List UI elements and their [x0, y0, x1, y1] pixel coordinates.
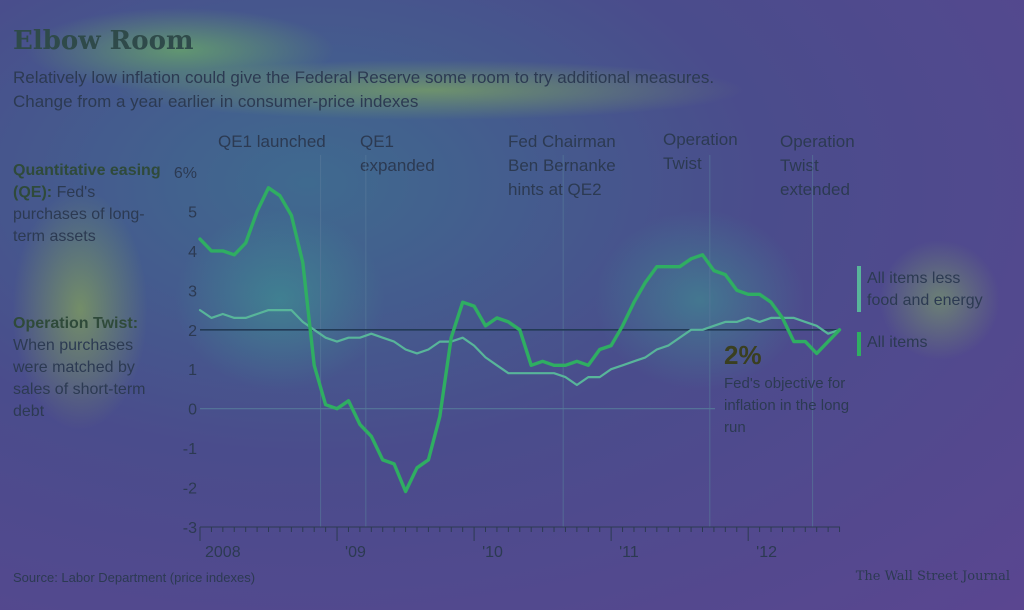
- y-tick-label: -1: [183, 441, 197, 458]
- event-label-bernanke-qe2: Fed Chairman Ben Bernanke hints at QE2: [508, 130, 616, 202]
- x-tick-label: '11: [619, 544, 639, 561]
- y-tick-label: -2: [183, 481, 197, 498]
- x-tick-label: '10: [482, 544, 503, 561]
- event-label-twist-extended: Operation Twist extended: [780, 130, 855, 202]
- chart-subtitle: Relatively low inflation could give the …: [13, 68, 715, 87]
- event-label-line: Operation: [780, 132, 855, 151]
- event-label-qe1-expanded: QE1 expanded: [360, 130, 435, 178]
- qe-term: Quantitative easing (QE):: [13, 162, 161, 201]
- legend-core-label: All items less food and energy: [867, 270, 983, 309]
- y-tick-label: -3: [183, 520, 197, 537]
- legend-all-items: All items: [867, 332, 927, 354]
- qe-definition-block: Quantitative easing (QE): Fed's purchase…: [13, 160, 163, 248]
- event-label-qe1-launched: QE1 launched: [218, 130, 326, 154]
- event-label-line: Ben Bernanke: [508, 156, 616, 175]
- event-label-line: QE1 launched: [218, 132, 326, 151]
- series-line-core: [198, 309, 841, 387]
- target-value: 2%: [724, 340, 762, 370]
- twist-definition: When purchases were matched by sales of …: [13, 337, 146, 420]
- event-label-line: Fed Chairman: [508, 132, 616, 151]
- y-tick-label: 3: [188, 283, 197, 300]
- y-tick-label: 6%: [174, 165, 197, 182]
- event-label-operation-twist: Operation Twist: [663, 128, 738, 176]
- chart-title: Elbow Room: [13, 26, 194, 56]
- x-tick-label: '09: [345, 544, 366, 561]
- x-tick-label: '12: [756, 544, 777, 561]
- event-label-line: Twist: [780, 156, 819, 175]
- source-note: Source: Labor Department (price indexes): [13, 570, 256, 585]
- legend-swatch-all-items: [857, 332, 861, 356]
- qe-definition: Fed's purchases of long-term assets: [13, 184, 145, 245]
- y-tick-label: 2: [188, 323, 197, 340]
- x-tick-label: 2008: [205, 544, 241, 561]
- twist-definition-block: Operation Twist: When purchases were mat…: [13, 313, 163, 423]
- twist-term: Operation Twist:: [13, 315, 139, 332]
- legend-core: All items less food and energy: [867, 268, 987, 312]
- event-label-line: extended: [780, 180, 850, 199]
- chart-description: Change from a year earlier in consumer-p…: [13, 92, 419, 111]
- y-tick-label: 4: [188, 244, 197, 261]
- event-label-line: expanded: [360, 156, 435, 175]
- event-label-line: hints at QE2: [508, 180, 602, 199]
- legend-all-items-label: All items: [867, 334, 928, 351]
- event-label-line: Twist: [663, 154, 702, 173]
- event-label-line: QE1: [360, 132, 395, 151]
- y-tick-label: 5: [188, 204, 197, 221]
- y-tick-label: 0: [188, 402, 197, 419]
- series-line-all-items: [198, 186, 842, 494]
- event-label-line: Operation: [663, 130, 738, 149]
- target-note: Fed's objective for inflation in the lon…: [724, 375, 850, 436]
- legend-swatch-core: [857, 266, 861, 312]
- publisher-credit: The Wall Street Journal: [855, 569, 1010, 584]
- y-tick-label: 1: [188, 362, 197, 379]
